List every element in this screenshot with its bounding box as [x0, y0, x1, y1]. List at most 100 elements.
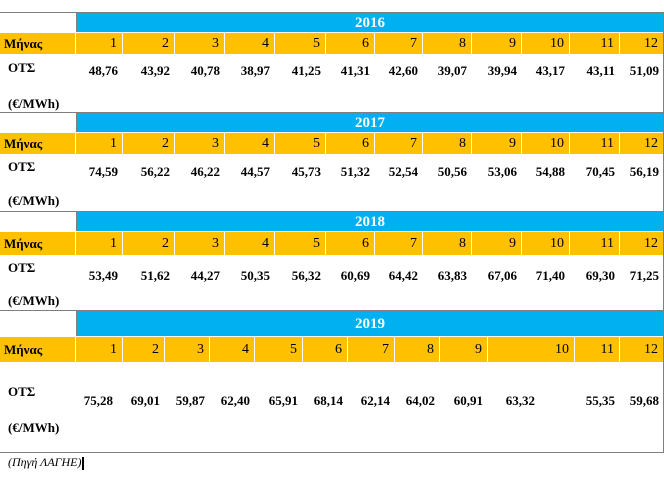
ots-value: 45,73: [291, 164, 321, 179]
ots-value-row: ΟΤΣ (€/MWh) 48,76 43,92 40,78 38,97 41,25 41,31…: [0, 54, 664, 112]
month-number: 8: [423, 33, 472, 55]
month-number: 4: [225, 232, 275, 256]
ots-value: 69,30: [585, 268, 615, 283]
month-number: 5: [275, 133, 326, 155]
source-note: (Πηγή ΛΑΓΗΕ): [8, 455, 85, 470]
ots-value: 50,35: [240, 268, 270, 283]
month-number: 9: [472, 33, 522, 55]
ots-value: 43,17: [535, 63, 565, 78]
ots-value: 63,32: [505, 393, 535, 408]
ots-value-row: ΟΤΣ (€/MWh) 75,28 69,01 59,87 62,40 65,91 68,14…: [0, 362, 664, 452]
month-number: 10: [522, 232, 570, 256]
ots-label: ΟΤΣ: [8, 384, 36, 399]
month-number: 6: [326, 33, 375, 55]
month-number: 4: [210, 337, 255, 363]
ots-value: 60,91: [453, 393, 483, 408]
year-header-blank: [0, 212, 77, 232]
year-label: 2016: [355, 14, 385, 31]
month-number: 1: [76, 33, 123, 55]
ots-value: 51,09: [629, 63, 659, 78]
month-number: 1: [76, 232, 123, 256]
month-number: 3: [175, 133, 225, 155]
month-number: 8: [395, 337, 440, 363]
month-number: 5: [275, 232, 326, 256]
ots-value: 56,22: [140, 164, 170, 179]
ots-value: 38,97: [240, 63, 270, 78]
month-number: 5: [275, 33, 326, 55]
month-number: 3: [165, 337, 210, 363]
ots-value: 75,28: [83, 393, 113, 408]
month-number: 6: [326, 232, 375, 256]
ots-value: 56,19: [629, 164, 659, 179]
unit-label: (€/MWh): [8, 420, 60, 435]
ots-value: 71,40: [535, 268, 565, 283]
ots-value: 70,45: [585, 164, 615, 179]
ots-value: 62,14: [360, 393, 390, 408]
ots-value: 56,32: [291, 268, 321, 283]
ots-value: 42,60: [388, 63, 418, 78]
ots-value: 54,88: [535, 164, 565, 179]
ots-value: 67,06: [487, 268, 517, 283]
month-number: 5: [255, 337, 303, 363]
month-number: 7: [375, 133, 423, 155]
ots-value: 51,62: [140, 268, 170, 283]
ots-value: 51,32: [340, 164, 370, 179]
ots-value: 50,56: [437, 164, 467, 179]
ots-value: 64,02: [405, 393, 435, 408]
ots-value: 71,25: [629, 268, 659, 283]
unit-label: (€/MWh): [8, 193, 60, 208]
month-number: 10: [522, 133, 570, 155]
ots-value: 52,54: [388, 164, 418, 179]
month-number: 4: [225, 133, 275, 155]
month-row-label: Μήνας: [0, 337, 76, 363]
ots-value: 43,92: [140, 63, 170, 78]
month-header-row: Μήνας 1 2 3 4 5 6 7 8 9 10 11 12: [0, 32, 664, 55]
year-header-blank: [0, 13, 77, 33]
month-number: 9: [440, 337, 488, 363]
month-number: 6: [303, 337, 348, 363]
unit-label: (€/MWh): [8, 96, 60, 111]
ots-value-row: ΟΤΣ (€/MWh) 53,49 51,62 44,27 50,35 56,32 60,69…: [0, 255, 664, 310]
ots-value: 39,94: [487, 63, 517, 78]
month-number: 11: [570, 33, 620, 55]
ots-label: ΟΤΣ: [8, 260, 36, 275]
month-number: 9: [472, 232, 522, 256]
ots-label: ΟΤΣ: [8, 60, 36, 75]
month-number: 10: [488, 337, 575, 363]
ots-value: 59,68: [629, 393, 659, 408]
month-header-row: Μήνας 1 2 3 4 5 6 7 8 9 10 11 12: [0, 132, 664, 155]
year-header-row: 2018: [0, 211, 664, 232]
month-number: 4: [225, 33, 275, 55]
year-header-blank: [0, 311, 77, 337]
month-row-label: Μήνας: [0, 133, 76, 155]
month-number: 1: [76, 337, 123, 363]
month-number: 6: [326, 133, 375, 155]
ots-value: 40,78: [190, 63, 220, 78]
month-number: 9: [472, 133, 522, 155]
month-header-row: Μήνας 1 2 3 4 5 6 7 8 9 10 11 12: [0, 336, 664, 363]
year-header-row: 2016: [0, 12, 664, 33]
ots-value: 53,49: [88, 268, 118, 283]
ots-value: 44,27: [190, 268, 220, 283]
ots-value: 74,59: [88, 164, 118, 179]
year-header-row: 2017: [0, 112, 664, 133]
month-number: 12: [620, 33, 664, 55]
month-number: 3: [175, 33, 225, 55]
year-label: 2019: [355, 315, 385, 332]
ots-value: 69,01: [130, 393, 160, 408]
ots-value: 41,31: [340, 63, 370, 78]
month-row-label: Μήνας: [0, 33, 76, 55]
ots-value: 64,42: [388, 268, 418, 283]
month-number: 11: [570, 232, 620, 256]
ots-value: 65,91: [268, 393, 298, 408]
month-number: 2: [123, 232, 175, 256]
ots-value: 39,07: [437, 63, 467, 78]
ots-value: 63,83: [437, 268, 467, 283]
ots-value: 48,76: [88, 63, 118, 78]
table-bottom-border: [0, 452, 664, 453]
ots-label: ΟΤΣ: [8, 159, 36, 174]
month-number: 7: [375, 232, 423, 256]
year-header-row: 2019: [0, 310, 664, 337]
month-number: 12: [620, 337, 664, 363]
